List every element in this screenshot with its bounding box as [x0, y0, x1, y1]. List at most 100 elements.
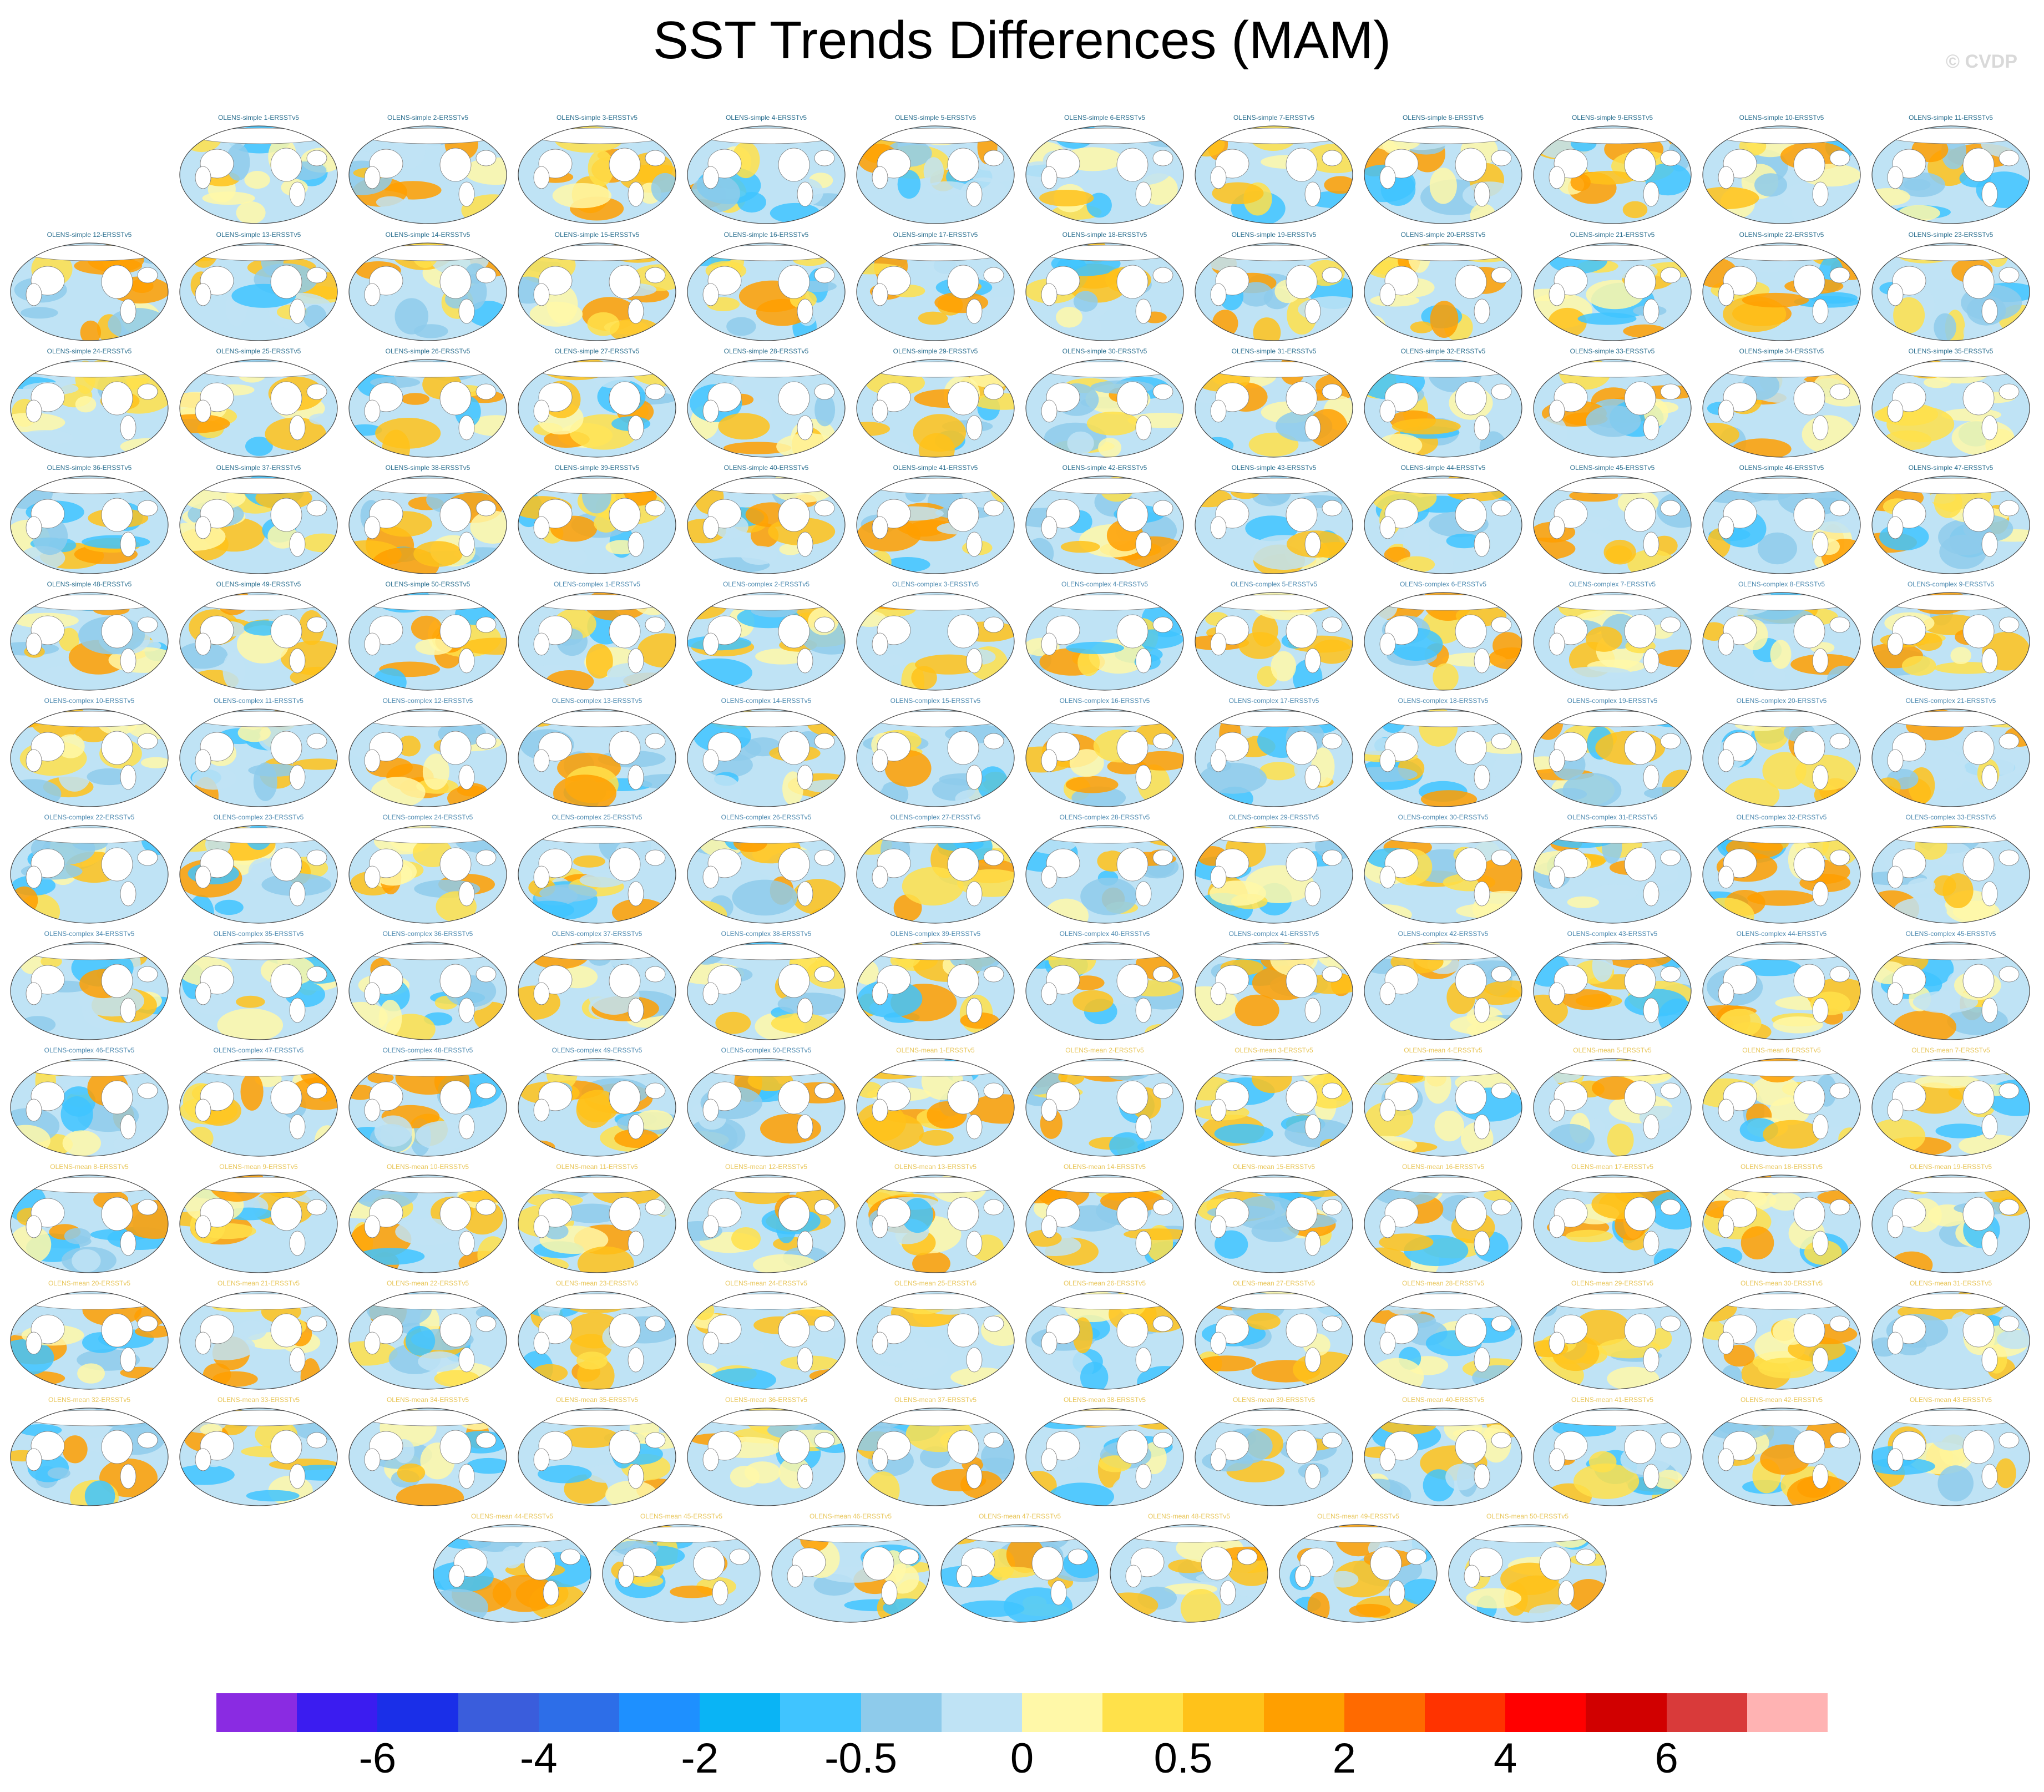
panel-title: OLENS-simple 31-ERSSTv5 — [1231, 347, 1317, 355]
panel-title: OLENS-simple 13-ERSSTv5 — [216, 231, 301, 239]
map-panel: OLENS-complex 8-ERSSTv5 — [1701, 580, 1862, 691]
map-panel: OLENS-mean 50-ERSSTv5 — [1447, 1512, 1608, 1623]
sst-trend-map — [10, 1408, 169, 1506]
sst-trend-map — [1702, 1291, 1861, 1390]
sst-trend-map — [1364, 1408, 1522, 1506]
map-panel: OLENS-mean 15-ERSSTv5 — [1193, 1163, 1354, 1274]
colorbar-tick-label: 0.5 — [1153, 1735, 1213, 1782]
map-panel: OLENS-simple 41-ERSSTv5 — [855, 464, 1016, 575]
panel-title: OLENS-simple 27-ERSSTv5 — [554, 347, 640, 355]
panel-title: OLENS-complex 34-ERSSTv5 — [44, 930, 135, 938]
map-panel: OLENS-simple 44-ERSSTv5 — [1363, 464, 1524, 575]
map-panel: OLENS-mean 29-ERSSTv5 — [1532, 1279, 1693, 1390]
map-panel: OLENS-complex 36-ERSSTv5 — [347, 930, 508, 1041]
panel-title: OLENS-simple 4-ERSSTv5 — [725, 114, 807, 122]
sst-trend-map — [179, 1408, 338, 1506]
panel-title: OLENS-mean 25-ERSSTv5 — [894, 1279, 977, 1287]
panel-title: OLENS-mean 3-ERSSTv5 — [1235, 1046, 1313, 1054]
map-panel: OLENS-mean 45-ERSSTv5 — [601, 1512, 762, 1623]
map-panel: OLENS-complex 4-ERSSTv5 — [1024, 580, 1185, 691]
panel-title: OLENS-complex 14-ERSSTv5 — [721, 697, 812, 705]
panel-title: OLENS-complex 29-ERSSTv5 — [1228, 813, 1319, 821]
map-panel: OLENS-simple 47-ERSSTv5 — [1870, 464, 2031, 575]
map-panel: OLENS-mean 3-ERSSTv5 — [1193, 1046, 1354, 1157]
colorbar-swatch — [619, 1693, 700, 1732]
panel-title: OLENS-simple 46-ERSSTv5 — [1739, 464, 1824, 472]
sst-trend-map — [1364, 475, 1522, 574]
panel-title: OLENS-simple 16-ERSSTv5 — [724, 231, 809, 239]
map-panel: OLENS-simple 50-ERSSTv5 — [347, 580, 508, 691]
sst-trend-map — [687, 242, 846, 341]
sst-trend-map — [518, 1291, 676, 1390]
sst-trend-map — [518, 1175, 676, 1273]
map-panel: OLENS-simple 26-ERSSTv5 — [347, 347, 508, 458]
panel-title: OLENS-simple 38-ERSSTv5 — [385, 464, 470, 472]
map-panel: OLENS-simple 5-ERSSTv5 — [855, 114, 1016, 225]
map-panel: OLENS-mean 9-ERSSTv5 — [178, 1163, 339, 1274]
panel-title: OLENS-complex 8-ERSSTv5 — [1738, 580, 1825, 588]
panel-title: OLENS-simple 39-ERSSTv5 — [554, 464, 640, 472]
sst-trend-map — [10, 592, 169, 691]
panel-title: OLENS-complex 17-ERSSTv5 — [1228, 697, 1319, 705]
map-panel: OLENS-mean 1-ERSSTv5 — [855, 1046, 1016, 1157]
sst-trend-map — [1195, 941, 1353, 1040]
panel-title: OLENS-mean 49-ERSSTv5 — [1317, 1512, 1400, 1520]
panel-title: OLENS-complex 25-ERSSTv5 — [552, 813, 642, 821]
map-panel: OLENS-complex 5-ERSSTv5 — [1193, 580, 1354, 691]
map-panel: OLENS-complex 45-ERSSTv5 — [1870, 930, 2031, 1041]
sst-trend-map — [1871, 475, 2030, 574]
map-panel: OLENS-complex 11-ERSSTv5 — [178, 697, 339, 808]
panel-title: OLENS-complex 41-ERSSTv5 — [1228, 930, 1319, 938]
panel-title: OLENS-mean 24-ERSSTv5 — [725, 1279, 808, 1287]
panel-title: OLENS-simple 45-ERSSTv5 — [1570, 464, 1655, 472]
sst-trend-map — [1702, 1175, 1861, 1273]
panel-title: OLENS-simple 11-ERSSTv5 — [1909, 114, 1993, 122]
panel-title: OLENS-mean 19-ERSSTv5 — [1909, 1163, 1992, 1171]
panel-title: OLENS-complex 1-ERSSTv5 — [553, 580, 641, 588]
panel-title: OLENS-mean 20-ERSSTv5 — [48, 1279, 131, 1287]
map-panel: OLENS-complex 33-ERSSTv5 — [1870, 813, 2031, 924]
panel-title: OLENS-mean 16-ERSSTv5 — [1402, 1163, 1485, 1171]
map-panel: OLENS-mean 28-ERSSTv5 — [1363, 1279, 1524, 1390]
map-panel: OLENS-mean 7-ERSSTv5 — [1870, 1046, 2031, 1157]
map-panel: OLENS-complex 19-ERSSTv5 — [1532, 697, 1693, 808]
sst-trend-map — [1364, 1175, 1522, 1273]
map-panel: OLENS-complex 30-ERSSTv5 — [1363, 813, 1524, 924]
sst-trend-map — [687, 592, 846, 691]
map-panel: OLENS-simple 22-ERSSTv5 — [1701, 231, 1862, 342]
sst-trend-map — [856, 1175, 1015, 1273]
sst-trend-map — [1533, 242, 1692, 341]
panel-title: OLENS-simple 49-ERSSTv5 — [216, 580, 301, 588]
map-panel: OLENS-simple 12-ERSSTv5 — [9, 231, 170, 342]
map-panel: OLENS-complex 25-ERSSTv5 — [517, 813, 677, 924]
map-panel: OLENS-simple 3-ERSSTv5 — [517, 114, 677, 225]
panel-title: OLENS-mean 31-ERSSTv5 — [1909, 1279, 1992, 1287]
panel-title: OLENS-mean 47-ERSSTv5 — [978, 1512, 1061, 1520]
map-panel: OLENS-simple 10-ERSSTv5 — [1701, 114, 1862, 225]
sst-trend-map — [10, 242, 169, 341]
map-panel: OLENS-mean 17-ERSSTv5 — [1532, 1163, 1693, 1274]
panel-title: OLENS-complex 6-ERSSTv5 — [1399, 580, 1487, 588]
map-panel: OLENS-mean 33-ERSSTv5 — [178, 1396, 339, 1507]
sst-trend-map — [1195, 475, 1353, 574]
panel-title: OLENS-mean 8-ERSSTv5 — [50, 1163, 129, 1171]
sst-trend-map — [1871, 1058, 2030, 1157]
panel-title: OLENS-complex 11-ERSSTv5 — [214, 697, 303, 705]
sst-trend-map — [348, 1175, 507, 1273]
map-panel: OLENS-complex 1-ERSSTv5 — [517, 580, 677, 691]
panel-title: OLENS-simple 28-ERSSTv5 — [724, 347, 809, 355]
map-panel: OLENS-complex 50-ERSSTv5 — [686, 1046, 847, 1157]
map-panel: OLENS-simple 7-ERSSTv5 — [1193, 114, 1354, 225]
map-panel: OLENS-mean 47-ERSSTv5 — [939, 1512, 1100, 1623]
panel-title: OLENS-mean 33-ERSSTv5 — [217, 1396, 300, 1404]
panel-title: OLENS-simple 8-ERSSTv5 — [1402, 114, 1484, 122]
map-panel: OLENS-mean 26-ERSSTv5 — [1024, 1279, 1185, 1390]
sst-trend-map — [179, 475, 338, 574]
sst-trend-map — [348, 592, 507, 691]
map-panel: OLENS-simple 45-ERSSTv5 — [1532, 464, 1693, 575]
panel-title: OLENS-complex 10-ERSSTv5 — [44, 697, 135, 705]
panel-title: OLENS-complex 30-ERSSTv5 — [1398, 813, 1489, 821]
sst-trend-map — [1195, 1291, 1353, 1390]
colorbar-swatch — [861, 1693, 942, 1732]
sst-trend-map — [10, 1175, 169, 1273]
